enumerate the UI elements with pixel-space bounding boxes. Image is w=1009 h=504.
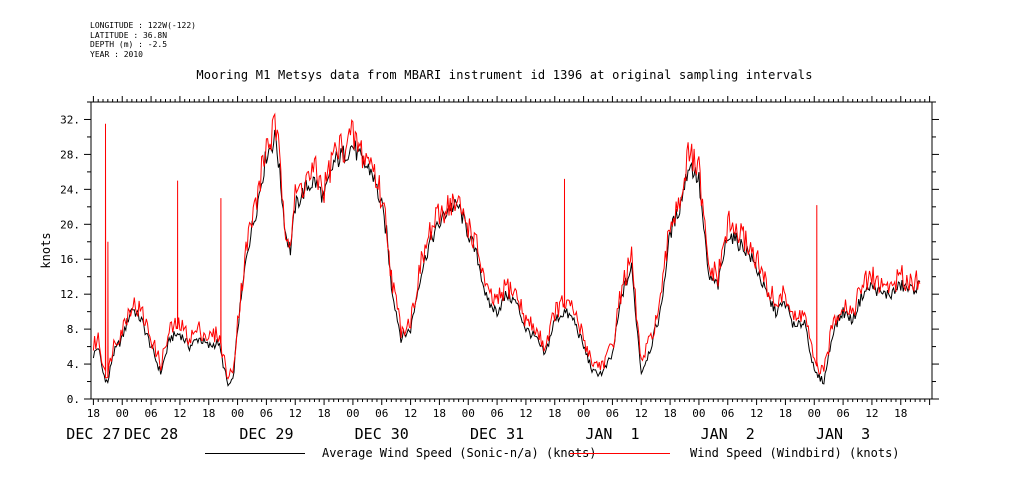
x-tick-label: 18 — [894, 407, 907, 420]
y-tick-label: 28. — [60, 148, 80, 161]
legend-line-average-wind — [205, 453, 305, 454]
x-tick-label: 06 — [260, 407, 273, 420]
legend-label-average-wind: Average Wind Speed (Sonic-n/a) (knots) — [322, 446, 597, 460]
x-tick-label: 06 — [490, 407, 503, 420]
x-tick-label: 12 — [173, 407, 186, 420]
y-tick-label: 16. — [60, 253, 80, 266]
x-tick-label: 00 — [577, 407, 590, 420]
y-tick-label: 24. — [60, 183, 80, 196]
depth-label: DEPTH (m) : -2.5 — [90, 40, 168, 49]
x-date-label: DEC 31 — [470, 425, 524, 443]
y-tick-label: 20. — [60, 218, 80, 231]
x-tick-label: 18 — [317, 407, 330, 420]
latitude-label: LATITUDE : 36.8N — [90, 30, 168, 40]
x-tick-label: 00 — [808, 407, 821, 420]
x-tick-label: 00 — [692, 407, 705, 420]
x-date-label: JAN 3 — [816, 425, 870, 443]
x-tick-label: 18 — [87, 407, 100, 420]
x-tick-label: 12 — [865, 407, 878, 420]
x-tick-label: 12 — [519, 407, 532, 420]
x-tick-label: 12 — [404, 407, 417, 420]
x-tick-label: 12 — [750, 407, 763, 420]
year-label: YEAR : 2010 — [90, 49, 143, 59]
x-tick-label: 06 — [375, 407, 388, 420]
x-tick-label: 18 — [548, 407, 561, 420]
series-line-windbird — [92, 112, 921, 380]
x-tick-label: 06 — [721, 407, 734, 420]
x-date-label: DEC 28 — [124, 425, 178, 443]
x-tick-label: 00 — [116, 407, 129, 420]
x-tick-label: 00 — [231, 407, 244, 420]
x-tick-label: 18 — [202, 407, 215, 420]
x-date-label: DEC 29 — [239, 425, 293, 443]
x-date-label: JAN 1 — [585, 425, 639, 443]
chart-title: Mooring M1 Metsys data from MBARI instru… — [196, 68, 813, 82]
x-date-label: DEC 30 — [355, 425, 409, 443]
series-line-average-wind — [92, 129, 921, 387]
x-date-label: JAN 2 — [701, 425, 755, 443]
plot-frame — [90, 101, 933, 400]
y-tick-label: 32. — [60, 113, 80, 126]
legend-label-windbird: Wind Speed (Windbird) (knots) — [690, 446, 900, 460]
x-tick-label: 18 — [433, 407, 446, 420]
x-tick-label: 12 — [635, 407, 648, 420]
x-date-label: DEC 27 — [66, 425, 120, 443]
x-tick-label: 06 — [144, 407, 157, 420]
x-tick-label: 06 — [606, 407, 619, 420]
longitude-label: LONGITUDE : 122W(-122) — [90, 21, 196, 30]
legend-line-windbird — [570, 453, 670, 454]
station-metadata: LONGITUDE : 122W(-122) LATITUDE : 36.8N … — [90, 21, 196, 59]
y-axis-label: knots — [39, 232, 53, 268]
y-tick-label: 12. — [60, 288, 80, 301]
x-tick-label: 12 — [289, 407, 302, 420]
legend: Average Wind Speed (Sonic-n/a) (knots) W… — [0, 446, 1009, 466]
y-tick-label: 4. — [67, 358, 80, 371]
x-tick-label: 00 — [346, 407, 359, 420]
x-tick-label: 00 — [462, 407, 475, 420]
y-tick-label: 0. — [67, 393, 80, 406]
x-tick-label: 06 — [836, 407, 849, 420]
y-tick-label: 8. — [67, 323, 80, 336]
x-tick-label: 18 — [663, 407, 676, 420]
x-tick-label: 18 — [779, 407, 792, 420]
